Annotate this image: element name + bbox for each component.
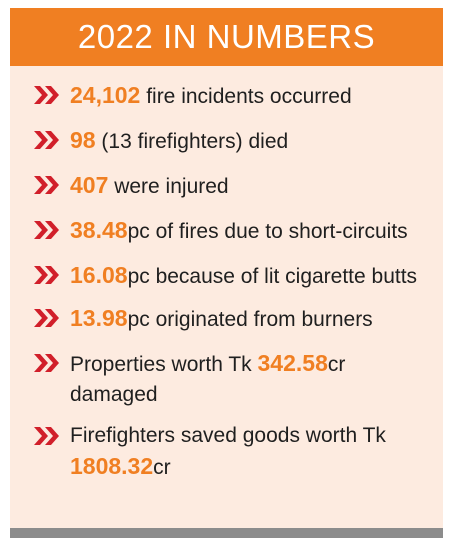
stat-text: (13 firefighters) died: [95, 130, 289, 153]
double-chevron-right-icon: [34, 131, 59, 149]
stat-text: were injured: [108, 175, 229, 198]
stat-number: 1808.32: [70, 453, 154, 479]
stat-number: 98: [70, 127, 96, 153]
stat-number: 342.58: [257, 350, 328, 376]
stat-text: pc of fires due to short-circuits: [127, 220, 408, 243]
infographic-card: 2022 IN NUMBERS 24,102 fire incidents oc…: [10, 8, 443, 538]
stat-number: 407: [70, 172, 109, 198]
stat-text: pc originated from burners: [127, 308, 373, 331]
stat-number: 38.48: [70, 217, 128, 243]
list-item: Properties worth Tk 342.58cr damaged: [10, 348, 443, 410]
double-chevron-right-icon: [34, 86, 59, 104]
list-item: 98 (13 firefighters) died: [10, 125, 443, 157]
double-chevron-right-icon: [34, 427, 59, 445]
double-chevron-right-icon: [34, 221, 59, 239]
header-title: 2022 IN NUMBERS: [10, 8, 443, 66]
stat-text: cr: [153, 456, 171, 479]
double-chevron-right-icon: [34, 309, 59, 327]
stat-number: 13.98: [70, 305, 128, 331]
list-item: 13.98pc originated from burners: [10, 303, 443, 335]
list-item: Firefighters saved goods worth Tk 1808.3…: [10, 421, 443, 483]
stat-text: fire incidents occurred: [140, 85, 352, 108]
list-item: 16.08pc because of lit cigarette butts: [10, 260, 443, 292]
stat-text-before: Firefighters saved goods worth Tk: [70, 424, 386, 447]
stat-number: 16.08: [70, 262, 128, 288]
list-item: 407 were injured: [10, 170, 443, 202]
stat-text-before: Properties worth Tk: [70, 353, 258, 376]
stats-list: 24,102 fire incidents occurred 98 (13 fi…: [10, 80, 443, 496]
double-chevron-right-icon: [34, 266, 59, 284]
stat-number: 24,102: [70, 82, 141, 108]
stat-text: pc because of lit cigarette butts: [127, 265, 418, 288]
footer-bar: [10, 528, 443, 538]
stat-text: cr damaged: [70, 353, 346, 406]
double-chevron-right-icon: [34, 176, 59, 194]
list-item: 38.48pc of fires due to short-circuits: [10, 215, 443, 247]
list-item: 24,102 fire incidents occurred: [10, 80, 443, 112]
double-chevron-right-icon: [34, 354, 59, 372]
